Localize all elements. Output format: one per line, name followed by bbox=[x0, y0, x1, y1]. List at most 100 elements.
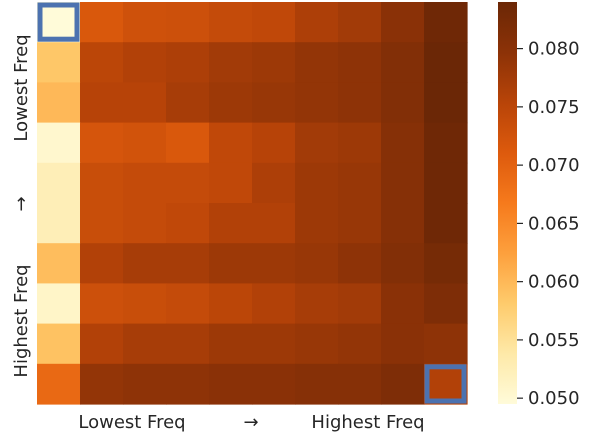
y-label-arrow: → bbox=[11, 196, 32, 211]
heatmap-cell-r2-c0 bbox=[37, 82, 81, 124]
heatmap-cell-r6-c6 bbox=[295, 243, 339, 284]
highlight-boxes bbox=[37, 2, 467, 404]
colorbar-tick-label-0: 0.050 bbox=[528, 388, 580, 409]
heatmap-cell-r7-c8 bbox=[381, 283, 425, 325]
heatmap-cell-r6-c5 bbox=[252, 243, 296, 284]
heatmap-cell-r2-c2 bbox=[123, 82, 167, 124]
heatmap-cell-r5-c7 bbox=[338, 203, 382, 244]
heatmap-cell-r4-c7 bbox=[338, 162, 382, 204]
heatmap-cell-r2-c5 bbox=[252, 82, 296, 124]
heatmap-cell-r3-c7 bbox=[338, 122, 382, 164]
heatmap-cell-r9-c9 bbox=[424, 363, 468, 405]
heatmap-cell-r1-c3 bbox=[166, 42, 210, 83]
heatmap-cell-r4-c1 bbox=[80, 162, 124, 204]
colorbar bbox=[498, 2, 517, 404]
heatmap-cell-r2-c4 bbox=[209, 82, 253, 124]
y-label-high: Highest Freq bbox=[11, 264, 32, 377]
heatmap-cell-r8-c7 bbox=[338, 323, 382, 365]
heatmap-cell-r4-c8 bbox=[381, 162, 425, 204]
heatmap-cell-r2-c7 bbox=[338, 82, 382, 124]
heatmap-cell-r5-c2 bbox=[123, 203, 167, 244]
y-label-low: Lowest Freq bbox=[11, 34, 32, 141]
heatmap-cell-r3-c2 bbox=[123, 122, 167, 164]
heatmap-cell-r9-c3 bbox=[166, 363, 210, 405]
heatmap-cell-r8-c3 bbox=[166, 323, 210, 365]
heatmap-cell-r6-c3 bbox=[166, 243, 210, 284]
heatmap-cell-r3-c9 bbox=[424, 122, 468, 164]
heatmap-cell-r7-c6 bbox=[295, 283, 339, 325]
heatmap-cell-r5-c5 bbox=[252, 203, 296, 244]
colorbar-tick-label-4: 0.070 bbox=[528, 155, 580, 176]
heatmap-cell-r2-c3 bbox=[166, 82, 210, 124]
heatmap-cell-r3-c0 bbox=[37, 122, 81, 164]
heatmap-cell-r0-c0 bbox=[37, 2, 81, 43]
highlight-box-2 bbox=[424, 364, 467, 404]
x-label-arrow: → bbox=[243, 412, 258, 433]
heatmap-cell-r1-c7 bbox=[338, 42, 382, 83]
heatmap-cell-r5-c0 bbox=[37, 203, 81, 244]
heatmap-cell-r2-c8 bbox=[381, 82, 425, 124]
heatmap-cell-r6-c7 bbox=[338, 243, 382, 284]
heatmap-cell-r6-c8 bbox=[381, 243, 425, 284]
heatmap-cell-r8-c4 bbox=[209, 323, 253, 365]
heatmap-cell-r0-c6 bbox=[295, 2, 339, 43]
heatmap-cell-r9-c0 bbox=[37, 363, 81, 405]
heatmap-cell-r7-c0 bbox=[37, 283, 81, 325]
heatmap-cell-r6-c0 bbox=[37, 243, 81, 284]
heatmap-cell-r8-c1 bbox=[80, 323, 124, 365]
heatmap-cell-r6-c9 bbox=[424, 243, 468, 284]
x-label-high: Highest Freq bbox=[311, 412, 424, 433]
heatmap-cell-r0-c2 bbox=[123, 2, 167, 43]
heatmap-cell-r4-c6 bbox=[295, 162, 339, 204]
heatmap-cell-r8-c6 bbox=[295, 323, 339, 365]
heatmap-cell-r9-c7 bbox=[338, 363, 382, 405]
heatmap-cell-r1-c6 bbox=[295, 42, 339, 83]
heatmap-cell-r5-c3 bbox=[166, 203, 210, 244]
heatmap-cell-r0-c7 bbox=[338, 2, 382, 43]
heatmap-cell-r1-c2 bbox=[123, 42, 167, 83]
heatmap-cell-r4-c4 bbox=[209, 162, 253, 204]
heatmap-cell-r8-c2 bbox=[123, 323, 167, 365]
heatmap-cell-r9-c4 bbox=[209, 363, 253, 405]
heatmap-cell-r1-c4 bbox=[209, 42, 253, 83]
heatmap-cell-r0-c9 bbox=[424, 2, 468, 43]
heatmap-cell-r2-c1 bbox=[80, 82, 124, 124]
heatmap-cell-r0-c8 bbox=[381, 2, 425, 43]
heatmap-cell-r4-c3 bbox=[166, 162, 210, 204]
heatmap-cell-r9-c6 bbox=[295, 363, 339, 405]
heatmap-cell-r4-c5 bbox=[252, 162, 296, 204]
heatmap-cell-r7-c3 bbox=[166, 283, 210, 325]
heatmap-cell-r7-c4 bbox=[209, 283, 253, 325]
heatmap-cell-r6-c2 bbox=[123, 243, 167, 284]
colorbar-ticks: 0.050 0.055 0.060 0.065 0.070 0.075 0.080 bbox=[517, 39, 580, 409]
heatmap-cell-r9-c5 bbox=[252, 363, 296, 405]
heatmap-cell-r5-c6 bbox=[295, 203, 339, 244]
heatmap-cell-r7-c9 bbox=[424, 283, 468, 325]
x-label-low: Lowest Freq bbox=[78, 412, 185, 433]
heatmap-cell-r2-c6 bbox=[295, 82, 339, 124]
heatmap-cell-r3-c6 bbox=[295, 122, 339, 164]
heatmap-cell-r7-c1 bbox=[80, 283, 124, 325]
heatmap-cell-r4-c0 bbox=[37, 162, 81, 204]
heatmap-cell-r3-c1 bbox=[80, 122, 124, 164]
heatmap-cell-r9-c2 bbox=[123, 363, 167, 405]
colorbar-tick-label-2: 0.060 bbox=[528, 272, 580, 293]
heatmap-cell-r2-c9 bbox=[424, 82, 468, 124]
heatmap-cell-r8-c8 bbox=[381, 323, 425, 365]
heatmap-cell-r7-c2 bbox=[123, 283, 167, 325]
heatmap-cell-r3-c3 bbox=[166, 122, 210, 164]
heatmap-cell-r1-c9 bbox=[424, 42, 468, 83]
heatmap-cell-r5-c4 bbox=[209, 203, 253, 244]
colorbar-tick-label-3: 0.065 bbox=[528, 213, 580, 234]
heatmap-cell-r1-c0 bbox=[37, 42, 81, 83]
heatmap-cell-r0-c4 bbox=[209, 2, 253, 43]
highlight-box-1 bbox=[37, 2, 80, 42]
heatmap-cell-r5-c1 bbox=[80, 203, 124, 244]
heatmap-cell-r0-c3 bbox=[166, 2, 210, 43]
heatmap-cell-r1-c1 bbox=[80, 42, 124, 83]
heatmap-cell-r5-c9 bbox=[424, 203, 468, 244]
colorbar-tick-label-1: 0.055 bbox=[528, 330, 580, 351]
heatmap-cell-r0-c5 bbox=[252, 2, 296, 43]
heatmap-cell-r0-c1 bbox=[80, 2, 124, 43]
